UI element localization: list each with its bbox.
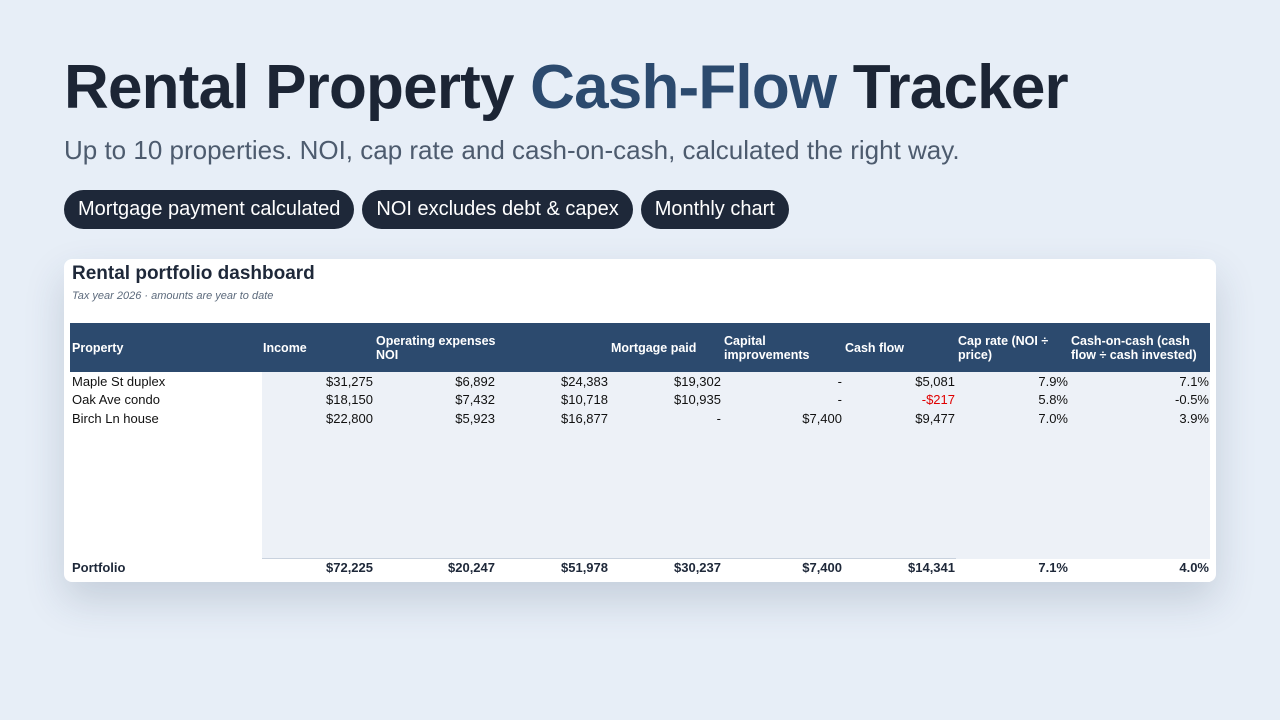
- portfolio-table[interactable]: Property Income Operating expenses NOI M…: [70, 323, 1210, 582]
- cell-cash-flow: $9,477: [915, 411, 955, 426]
- table-row[interactable]: Oak Ave condo $18,150 $7,432 $10,718 $10…: [70, 391, 1210, 409]
- total-cash-on-cash: 4.0%: [1179, 560, 1209, 575]
- table-header: Property Income Operating expenses NOI M…: [70, 323, 1210, 372]
- col-header-mortgage[interactable]: Mortgage paid: [611, 340, 697, 355]
- cell-cash-on-cash: 3.9%: [1179, 411, 1209, 426]
- total-right-area: [956, 559, 1210, 582]
- cell-income: $18,150: [326, 392, 373, 407]
- col-header-blank[interactable]: [496, 323, 609, 372]
- cell-capex: $7,400: [802, 411, 842, 426]
- total-row[interactable]: Portfolio $72,225 $20,247 $51,978 $30,23…: [70, 559, 1210, 577]
- total-noi: $51,978: [561, 560, 608, 575]
- cell-mortgage: $10,935: [674, 392, 721, 407]
- cell-noi: $24,383: [561, 374, 608, 389]
- title-accent: Cash-Flow: [530, 53, 837, 122]
- cell-capex: -: [837, 392, 842, 407]
- total-divider: [262, 558, 956, 559]
- page-title: Rental Property Cash-Flow Tracker: [64, 52, 1069, 124]
- dashboard-title: Rental portfolio dashboard: [72, 263, 315, 284]
- cell-opex: $6,892: [455, 374, 495, 389]
- col-header-cash-flow[interactable]: Cash flow: [845, 340, 905, 355]
- col-header-property[interactable]: Property: [72, 340, 124, 355]
- cell-cap-rate: 5.8%: [1038, 392, 1068, 407]
- cell-cash-flow: $5,081: [915, 374, 955, 389]
- table-row[interactable]: Birch Ln house $22,800 $5,923 $16,877 - …: [70, 410, 1210, 428]
- col-header-opex-noi[interactable]: Operating expenses NOI: [376, 333, 496, 362]
- cell-opex: $5,923: [455, 411, 495, 426]
- cell-income: $31,275: [326, 374, 373, 389]
- cell-mortgage: -: [716, 411, 721, 426]
- title-part-1: Rental Property: [64, 53, 531, 122]
- feature-pills: Mortgage payment calculated NOI excludes…: [64, 190, 789, 229]
- cell-noi: $16,877: [561, 411, 608, 426]
- dashboard-card: Rental portfolio dashboard Tax year 2026…: [64, 259, 1216, 582]
- total-income: $72,225: [326, 560, 373, 575]
- cell-cash-on-cash: 7.1%: [1179, 374, 1209, 389]
- cell-property: Birch Ln house: [72, 411, 159, 426]
- cell-opex: $7,432: [455, 392, 495, 407]
- cell-income: $22,800: [326, 411, 373, 426]
- table-body-area: [262, 372, 1210, 559]
- cell-cap-rate: 7.0%: [1038, 411, 1068, 426]
- pill-chart: Monthly chart: [640, 190, 789, 229]
- total-cap-rate: 7.1%: [1038, 560, 1068, 575]
- col-header-capex[interactable]: Capital improvements: [724, 333, 810, 362]
- col-header-cash-on-cash[interactable]: Cash-on-cash (cash flow ÷ cash invested): [1071, 333, 1197, 362]
- total-mortgage: $30,237: [674, 560, 721, 575]
- pill-mortgage: Mortgage payment calculated: [64, 190, 355, 229]
- cell-cash-on-cash: -0.5%: [1175, 392, 1209, 407]
- pill-noi: NOI excludes debt & capex: [362, 190, 633, 229]
- col-header-income[interactable]: Income: [263, 340, 307, 355]
- cell-mortgage: $19,302: [674, 374, 721, 389]
- total-label: Portfolio: [72, 560, 126, 575]
- cell-capex: -: [837, 374, 842, 389]
- cell-noi: $10,718: [561, 392, 608, 407]
- total-cash-flow: $14,341: [908, 560, 955, 575]
- dashboard-subtitle: Tax year 2026 · amounts are year to date: [72, 290, 274, 302]
- cell-property: Maple St duplex: [72, 374, 166, 389]
- cell-cash-flow: -$217: [921, 392, 955, 407]
- page-subtitle: Up to 10 properties. NOI, cap rate and c…: [64, 135, 960, 165]
- total-capex: $7,400: [802, 560, 842, 575]
- total-opex: $20,247: [448, 560, 495, 575]
- cell-cap-rate: 7.9%: [1038, 374, 1068, 389]
- col-header-cap-rate[interactable]: Cap rate (NOI ÷ price): [958, 333, 1049, 362]
- title-part-3: Tracker: [836, 53, 1069, 122]
- cell-property: Oak Ave condo: [72, 392, 160, 407]
- table-row[interactable]: Maple St duplex $31,275 $6,892 $24,383 $…: [70, 373, 1210, 391]
